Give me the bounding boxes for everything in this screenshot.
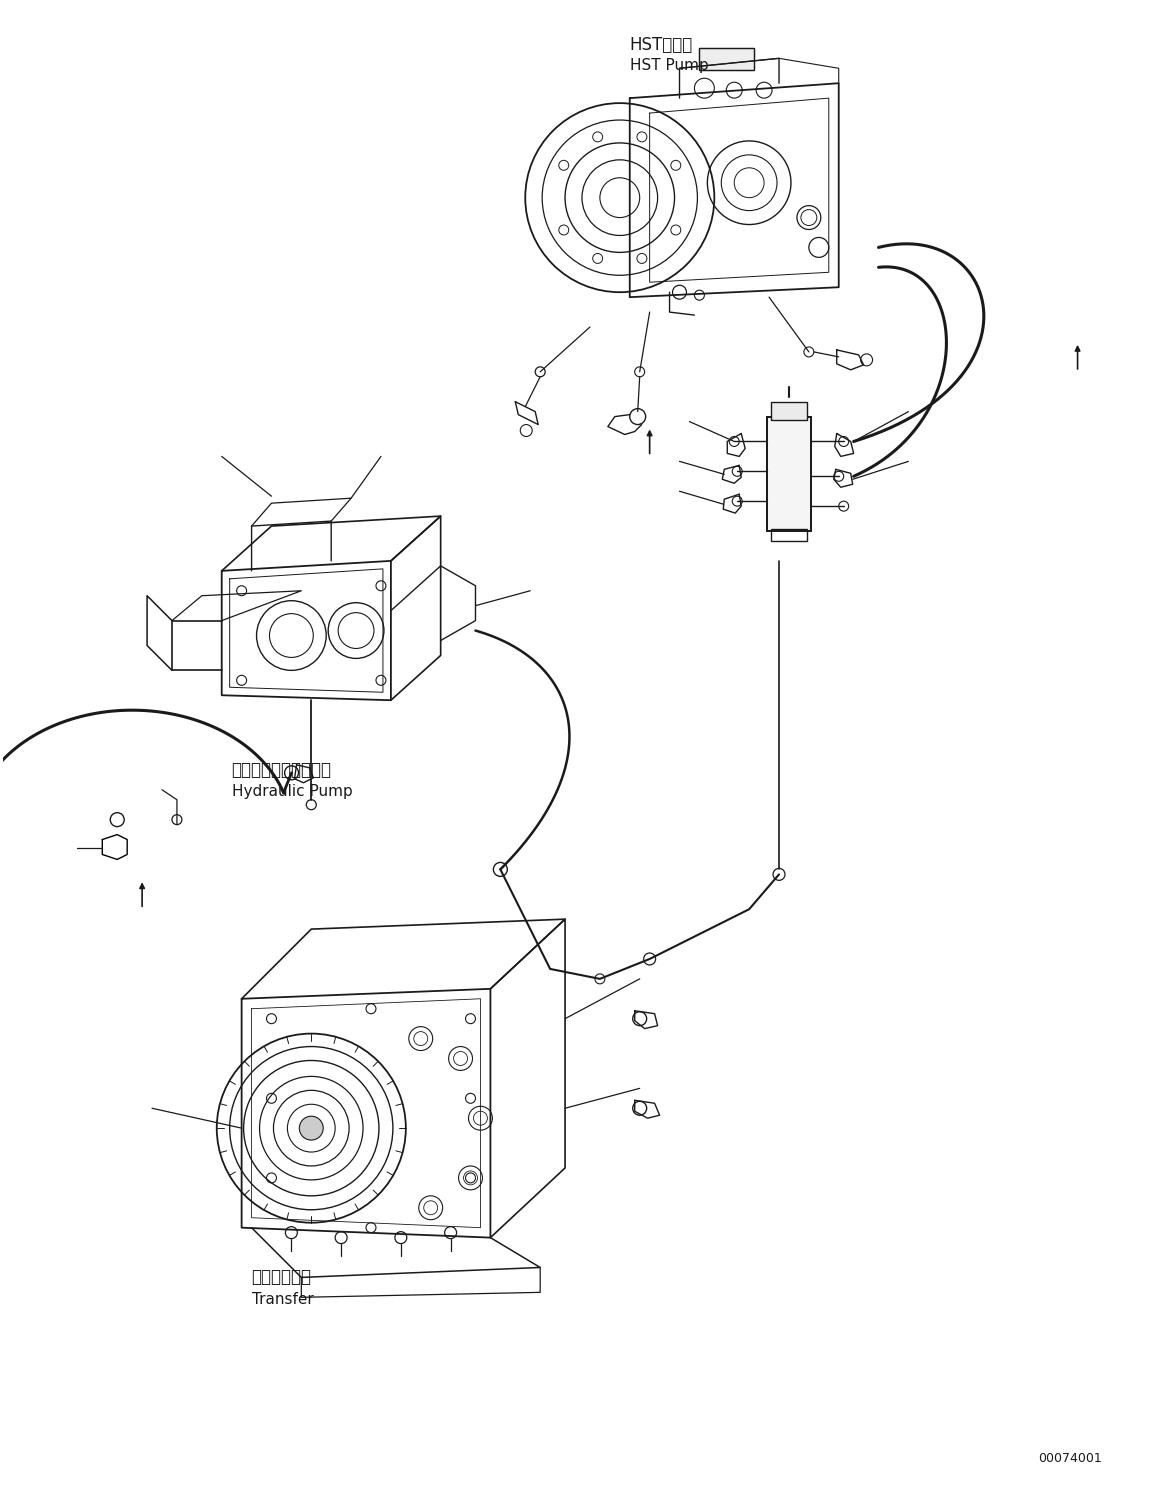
Circle shape: [300, 1116, 323, 1140]
Text: HST Pump: HST Pump: [630, 58, 708, 73]
Bar: [700, 48, 754, 70]
Bar: [771, 530, 807, 542]
Bar: [767, 416, 811, 531]
Text: ハイドロリックポンプ: ハイドロリックポンプ: [232, 761, 332, 779]
Text: HSTポンプ: HSTポンプ: [630, 36, 693, 54]
Bar: [700, 48, 754, 70]
Bar: [771, 401, 807, 419]
Text: Transfer: Transfer: [251, 1292, 314, 1307]
Text: 00074001: 00074001: [1038, 1452, 1101, 1465]
Text: トランスファ: トランスファ: [251, 1268, 311, 1286]
Bar: [767, 416, 811, 531]
Text: Hydraulic Pump: Hydraulic Pump: [232, 785, 353, 800]
